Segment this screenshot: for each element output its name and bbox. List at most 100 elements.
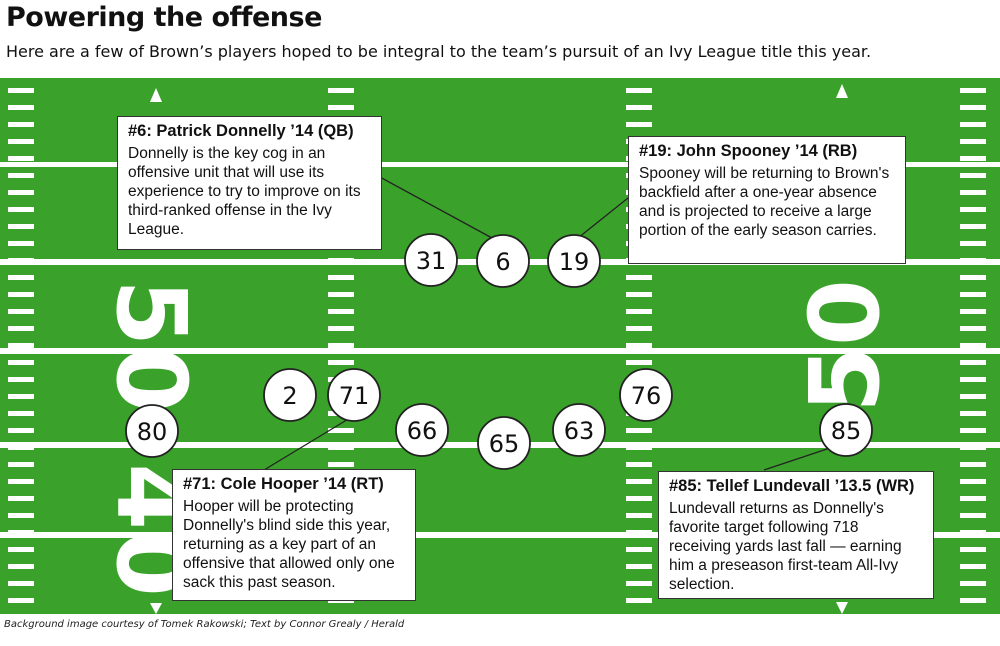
callout-lundevall: #85: Tellef Lundevall ’13.5 (WR) Lundeva… bbox=[658, 471, 934, 599]
player-number: 2 bbox=[282, 382, 297, 410]
hash-mark bbox=[8, 275, 34, 280]
hash-mark bbox=[328, 326, 354, 331]
hash-mark bbox=[960, 156, 986, 161]
hash-mark bbox=[8, 207, 34, 212]
hash-mark bbox=[8, 598, 34, 603]
hash-mark bbox=[626, 292, 652, 297]
player-markers: 31 6 19 2 71 76 80 66 bbox=[125, 233, 873, 470]
hash-mark bbox=[960, 275, 986, 280]
hash-mark bbox=[960, 309, 986, 314]
hash-mark bbox=[8, 139, 34, 144]
hash-mark bbox=[960, 343, 986, 348]
hash-mark bbox=[626, 479, 652, 484]
hash-mark bbox=[960, 360, 986, 365]
hash-mark bbox=[328, 88, 354, 93]
player-63: 63 bbox=[552, 403, 606, 457]
leader-line-hooper bbox=[263, 417, 351, 471]
hash-mark bbox=[960, 530, 986, 535]
player-number: 19 bbox=[559, 248, 590, 276]
hash-mark bbox=[626, 581, 652, 586]
player-71: 71 bbox=[327, 368, 381, 422]
hash-mark bbox=[8, 445, 34, 450]
hash-mark bbox=[328, 462, 354, 467]
hash-mark bbox=[626, 564, 652, 569]
hash-mark bbox=[960, 547, 986, 552]
hash-mark bbox=[960, 377, 986, 382]
callout-hooper: #71: Cole Hooper ’14 (RT) Hooper will be… bbox=[172, 469, 416, 601]
hash-mark bbox=[960, 445, 986, 450]
hash-mark bbox=[8, 377, 34, 382]
hash-mark bbox=[960, 105, 986, 110]
hash-mark bbox=[960, 241, 986, 246]
hash-mark bbox=[626, 88, 652, 93]
hash-mark bbox=[8, 173, 34, 178]
hash-mark bbox=[626, 513, 652, 518]
player-number: 85 bbox=[831, 417, 862, 445]
hash-mark bbox=[960, 326, 986, 331]
hash-mark bbox=[8, 156, 34, 161]
hash-mark bbox=[626, 496, 652, 501]
hash-mark bbox=[960, 122, 986, 127]
hash-mark bbox=[8, 360, 34, 365]
player-number: 71 bbox=[339, 382, 370, 410]
hash-mark bbox=[328, 258, 354, 263]
hash-mark bbox=[960, 258, 986, 263]
hash-mark bbox=[626, 275, 652, 280]
hash-mark bbox=[8, 581, 34, 586]
callout-title: #85: Tellef Lundevall ’13.5 (WR) bbox=[669, 477, 915, 495]
player-number: 65 bbox=[489, 430, 520, 458]
callout-title: #71: Cole Hooper ’14 (RT) bbox=[183, 475, 384, 493]
callout-spooney: #19: John Spooney ’14 (RB) Spooney will … bbox=[628, 136, 906, 264]
hash-mark bbox=[8, 105, 34, 110]
hash-mark bbox=[960, 479, 986, 484]
hash-mark bbox=[960, 173, 986, 178]
hash-mark bbox=[8, 309, 34, 314]
hash-mark bbox=[8, 462, 34, 467]
hash-mark bbox=[960, 496, 986, 501]
hash-mark bbox=[8, 292, 34, 297]
hash-mark bbox=[626, 343, 652, 348]
yard-number-50-left: 50 bbox=[95, 279, 207, 413]
hash-mark bbox=[960, 462, 986, 467]
hash-mark bbox=[328, 292, 354, 297]
hash-mark bbox=[626, 309, 652, 314]
image-credit: Background image courtesy of Tomek Rakow… bbox=[4, 619, 405, 630]
hash-mark bbox=[626, 105, 652, 110]
hash-mark bbox=[8, 343, 34, 348]
hash-mark bbox=[626, 530, 652, 535]
hash-mark bbox=[8, 224, 34, 229]
hash-mark bbox=[960, 411, 986, 416]
callout-body: Spooney will be returning to Brown's bac… bbox=[639, 165, 890, 239]
player-80: 80 bbox=[125, 404, 179, 458]
hash-mark bbox=[8, 513, 34, 518]
player-76: 76 bbox=[619, 368, 673, 422]
hash-mark bbox=[960, 564, 986, 569]
player-65: 65 bbox=[477, 416, 531, 470]
hash-mark bbox=[960, 207, 986, 212]
hash-mark bbox=[8, 88, 34, 93]
hash-mark bbox=[626, 462, 652, 467]
field-arrows bbox=[150, 84, 848, 614]
hash-mark bbox=[960, 513, 986, 518]
page-subtitle: Here are a few of Brown’s players hoped … bbox=[6, 42, 872, 61]
hash-mark bbox=[328, 105, 354, 110]
player-number: 31 bbox=[416, 247, 447, 275]
player-19: 19 bbox=[547, 234, 601, 288]
hash-mark bbox=[8, 530, 34, 535]
player-number: 63 bbox=[564, 417, 595, 445]
leader-line-donnelly bbox=[377, 175, 493, 239]
hash-mark bbox=[960, 88, 986, 93]
callout-title: #6: Patrick Donnelly ’14 (QB) bbox=[128, 122, 354, 140]
callout-body: Lundevall returns as Donnelly's favorite… bbox=[669, 500, 902, 593]
hash-mark bbox=[8, 394, 34, 399]
hash-mark bbox=[328, 309, 354, 314]
leader-line-spooney bbox=[577, 197, 629, 239]
hash-mark bbox=[8, 258, 34, 263]
player-85: 85 bbox=[819, 403, 873, 457]
hash-mark bbox=[328, 343, 354, 348]
hash-mark bbox=[960, 224, 986, 229]
leader-line-lundevall bbox=[763, 447, 831, 471]
hash-mark bbox=[626, 547, 652, 552]
hash-mark bbox=[8, 479, 34, 484]
hash-mark bbox=[8, 241, 34, 246]
